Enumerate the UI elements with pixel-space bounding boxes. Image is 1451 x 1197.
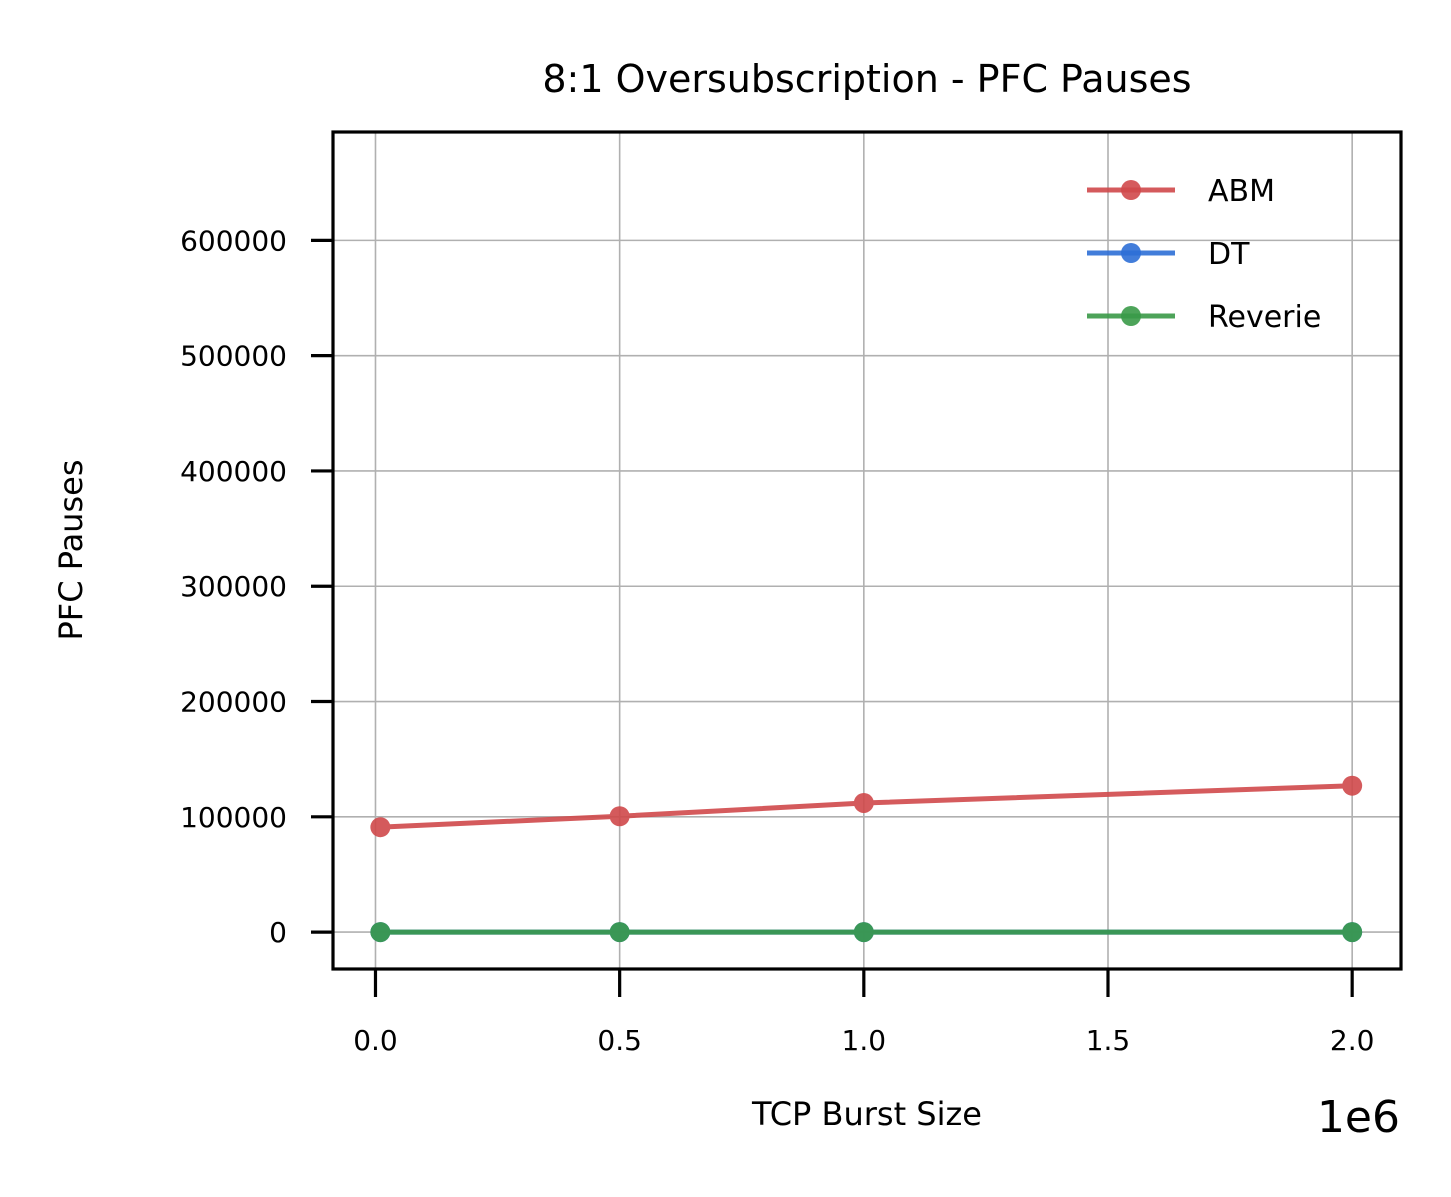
x-axis-offset-label: 1e6 [1317, 1092, 1400, 1143]
series-reverie [370, 922, 1363, 943]
ticks: 0.0 0.5 1.0 1.5 2.0 0 100000 200000 300000 400000… [180, 224, 1374, 1057]
legend-marker-abm [1121, 180, 1141, 200]
data-point-reverie [853, 922, 874, 943]
y-tick-label: 600000 [180, 224, 287, 257]
legend-label-abm: ABM [1208, 174, 1275, 209]
x-tick-label: 1.0 [842, 1024, 887, 1057]
y-tick-label: 0 [269, 916, 287, 949]
y-axis-label: PFC Pauses [52, 460, 90, 641]
legend-item-dt: DT [1087, 237, 1250, 272]
legend-label-reverie: Reverie [1208, 300, 1321, 335]
data-point-abm [370, 817, 391, 838]
data-point-abm [853, 792, 874, 813]
data-point-reverie [1342, 922, 1363, 943]
series-layer [370, 775, 1363, 943]
y-tick-label: 400000 [180, 455, 287, 488]
legend-item-reverie: Reverie [1087, 300, 1321, 335]
x-tick-label: 1.5 [1086, 1024, 1131, 1057]
legend-item-abm: ABM [1087, 174, 1275, 209]
legend: ABM DT Reverie [1087, 174, 1321, 335]
chart-title: 8:1 Oversubscription - PFC Pauses [542, 57, 1191, 101]
data-point-abm [1342, 775, 1363, 796]
series-line-abm [380, 783, 1353, 830]
data-point-abm [609, 806, 630, 827]
x-axis-label: TCP Burst Size [751, 1095, 982, 1133]
plot-frame [331, 130, 1403, 971]
data-point-reverie [609, 922, 630, 943]
y-tick-label: 100000 [180, 801, 287, 834]
data-point-reverie [370, 922, 391, 943]
y-tick-label: 300000 [180, 570, 287, 603]
y-tick-label: 200000 [180, 686, 287, 719]
legend-label-dt: DT [1208, 237, 1250, 272]
x-tick-label: 2.0 [1330, 1024, 1375, 1057]
series-abm [370, 775, 1363, 838]
x-tick-label: 0.0 [353, 1024, 398, 1057]
x-tick-label: 0.5 [597, 1024, 642, 1057]
grid [333, 132, 1401, 969]
legend-marker-dt [1121, 243, 1141, 263]
y-tick-label: 500000 [180, 340, 287, 373]
legend-marker-reverie [1121, 306, 1141, 326]
